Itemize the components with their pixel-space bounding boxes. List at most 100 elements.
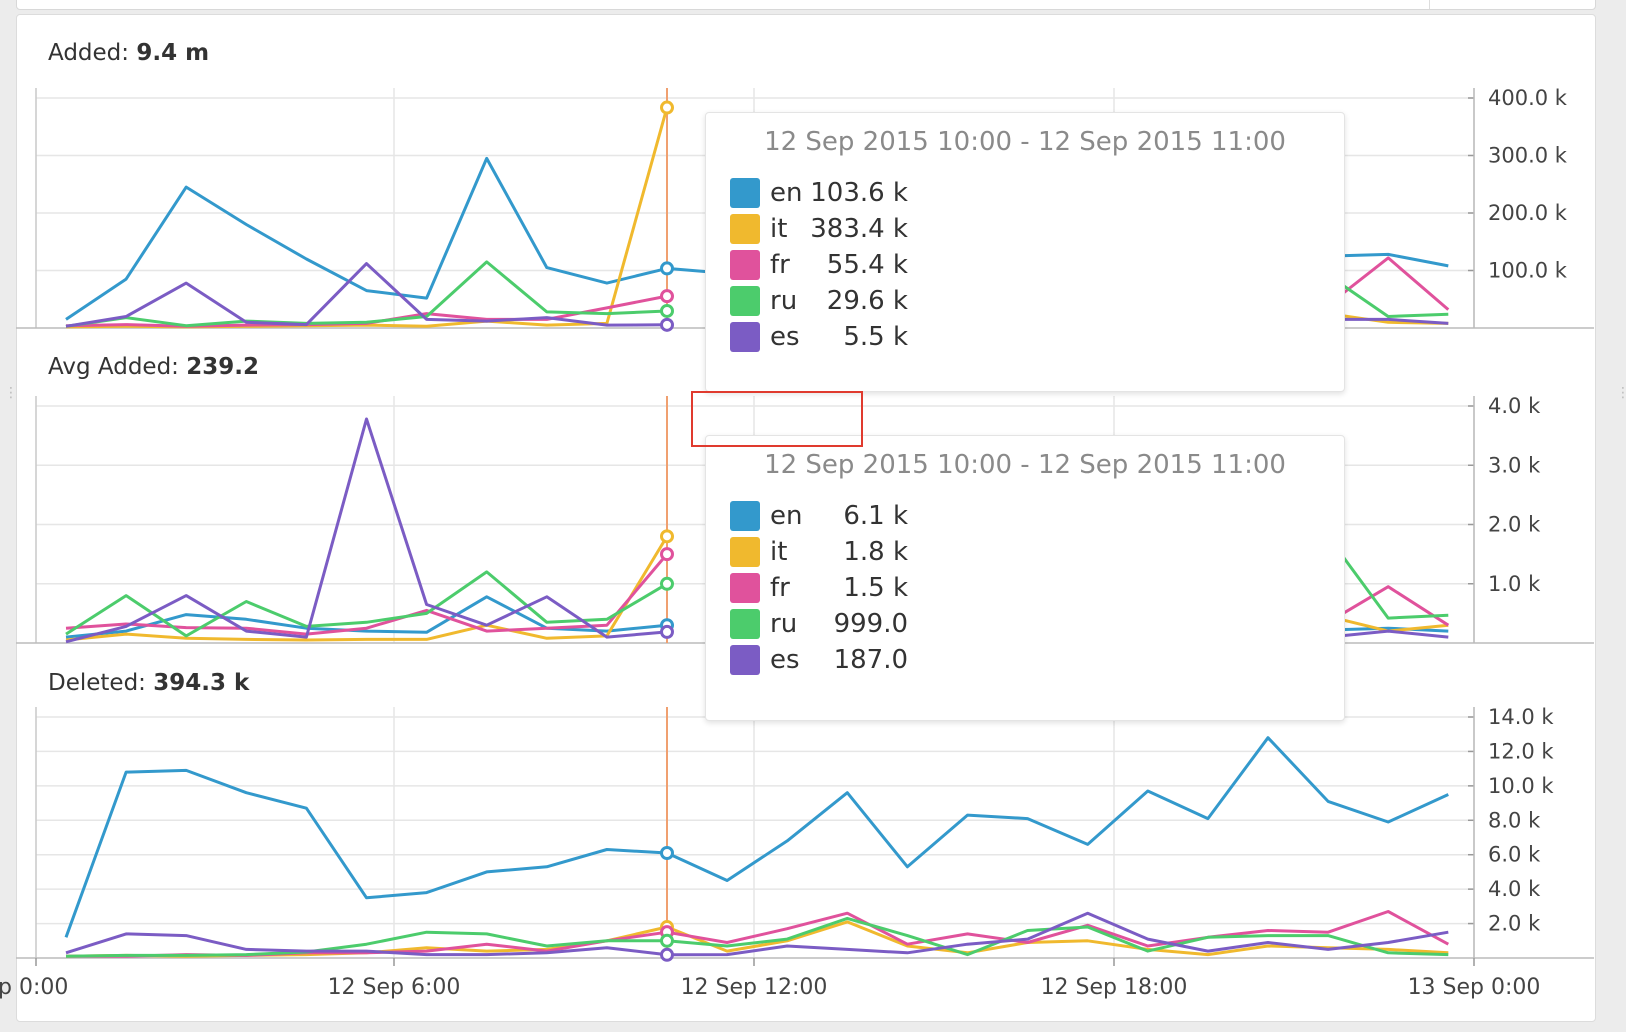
legend-swatch bbox=[730, 214, 760, 244]
x-tick-label: p 0:00 bbox=[0, 975, 68, 1000]
y-tick-label: 12.0 k bbox=[1488, 739, 1554, 763]
tooltip-value: 103.6 k bbox=[810, 178, 908, 208]
tooltip-value: 29.6 k bbox=[826, 286, 908, 316]
hover-point-ru bbox=[660, 933, 674, 948]
tooltip-value: 1.8 k bbox=[843, 537, 908, 567]
tooltip-value: 999.0 bbox=[833, 609, 908, 639]
x-tick-label: 12 Sep 18:00 bbox=[1041, 975, 1188, 1000]
y-tick-label: 2.0 k bbox=[1488, 513, 1541, 537]
y-tick-label: 4.0 k bbox=[1488, 394, 1541, 418]
tooltip-lang: en bbox=[770, 501, 803, 531]
series-line-fr bbox=[1327, 585, 1450, 627]
hover-point-it bbox=[660, 529, 674, 544]
hover-point-es bbox=[660, 947, 674, 962]
legend-swatch bbox=[730, 250, 760, 280]
series-line-en bbox=[65, 156, 728, 321]
chart-total: 9.4 m bbox=[136, 40, 209, 66]
tooltip-value: 1.5 k bbox=[843, 573, 908, 603]
series-line-es bbox=[65, 417, 668, 644]
tooltip-lang: it bbox=[770, 537, 788, 567]
y-tick-label: 1.0 k bbox=[1488, 572, 1541, 596]
hover-point-ru bbox=[660, 576, 674, 591]
series-line-ru bbox=[65, 260, 668, 328]
tooltip-lang: fr bbox=[770, 250, 790, 280]
x-tick-label: 12 Sep 12:00 bbox=[681, 975, 828, 1000]
legend-swatch bbox=[730, 322, 760, 352]
hover-point-fr bbox=[660, 289, 674, 304]
chart-total: 239.2 bbox=[186, 354, 259, 380]
tooltip-added: 12 Sep 2015 10:00 - 12 Sep 2015 11:00 en… bbox=[705, 112, 1345, 392]
legend-swatch bbox=[730, 537, 760, 567]
top-panel-divider bbox=[1429, 0, 1430, 9]
tooltip-row-it: it 383.4 k bbox=[706, 211, 1344, 247]
tooltip-value: 187.0 bbox=[833, 645, 908, 675]
series-line-ru bbox=[65, 570, 668, 638]
x-tick-label: 13 Sep 0:00 bbox=[1408, 975, 1541, 1000]
tooltip-row-ru: ru 999.0 bbox=[706, 606, 1344, 642]
hover-point-fr bbox=[660, 547, 674, 562]
tooltip-row-fr: fr 55.4 k bbox=[706, 247, 1344, 283]
hover-point-ru bbox=[660, 303, 674, 318]
tooltip-lang: fr bbox=[770, 573, 790, 603]
y-tick-label: 6.0 k bbox=[1488, 843, 1541, 867]
y-tick-label: 4.0 k bbox=[1488, 877, 1541, 901]
legend-swatch bbox=[730, 286, 760, 316]
series-line-es bbox=[1328, 317, 1449, 325]
chart-title: Added: 9.4 m bbox=[48, 40, 209, 66]
legend-swatch bbox=[730, 573, 760, 603]
chart-title: Avg Added: 239.2 bbox=[48, 354, 259, 380]
series-line-it bbox=[65, 535, 669, 642]
tooltip-header: 12 Sep 2015 10:00 - 12 Sep 2015 11:00 bbox=[764, 127, 1286, 157]
series-line-es bbox=[1327, 629, 1449, 639]
hover-point-en bbox=[660, 845, 674, 860]
tooltip-lang: en bbox=[770, 178, 803, 208]
y-tick-label: 10.0 k bbox=[1488, 774, 1554, 798]
tooltip-rows: en 103.6 k it 383.4 k fr 55.4 k ru 29.6 k es 5.5 … bbox=[706, 175, 1344, 355]
hover-point-en bbox=[660, 261, 674, 276]
y-tick-label: 100.0 k bbox=[1488, 259, 1568, 283]
tooltip-rows: en 6.1 k it 1.8 k fr 1.5 k ru 999.0 es 187.0 bbox=[706, 498, 1344, 678]
highlight-box bbox=[691, 391, 863, 447]
legend-swatch bbox=[730, 645, 760, 675]
tooltip-value: 55.4 k bbox=[826, 250, 908, 280]
series-line-en bbox=[1328, 252, 1449, 268]
tooltip-row-fr: fr 1.5 k bbox=[706, 570, 1344, 606]
series-line-es bbox=[65, 911, 1449, 957]
y-tick-label: 400.0 k bbox=[1488, 86, 1568, 110]
legend-swatch bbox=[730, 178, 760, 208]
tooltip-lang: ru bbox=[770, 286, 798, 316]
tooltip-lang: es bbox=[770, 322, 800, 352]
series-line-ru bbox=[1327, 273, 1449, 318]
hover-point-es bbox=[660, 317, 674, 332]
tooltip-row-es: es 5.5 k bbox=[706, 319, 1344, 355]
series-line-ru bbox=[1326, 535, 1449, 620]
y-tick-label: 2.0 k bbox=[1488, 912, 1541, 936]
series-line-fr bbox=[1327, 256, 1450, 311]
tooltip-row-es: es 187.0 bbox=[706, 642, 1344, 678]
tooltip-value: 6.1 k bbox=[843, 501, 908, 531]
tooltip-header: 12 Sep 2015 10:00 - 12 Sep 2015 11:00 bbox=[764, 450, 1286, 480]
hover-point-it bbox=[660, 100, 674, 115]
series-line-en bbox=[64, 736, 1449, 938]
legend-swatch bbox=[730, 501, 760, 531]
series-line-fr bbox=[65, 553, 669, 636]
series-line-es bbox=[65, 262, 668, 328]
tooltip-row-ru: ru 29.6 k bbox=[706, 283, 1344, 319]
tooltip-row-en: en 6.1 k bbox=[706, 498, 1344, 534]
tooltip-avg-added: 12 Sep 2015 10:00 - 12 Sep 2015 11:00 en… bbox=[705, 435, 1345, 721]
tooltip-lang: es bbox=[770, 645, 800, 675]
tooltip-value: 383.4 k bbox=[810, 214, 908, 244]
chart-total: 394.3 k bbox=[153, 670, 250, 696]
hover-point-es bbox=[660, 624, 674, 639]
tooltip-row-en: en 103.6 k bbox=[706, 175, 1344, 211]
series-line-en bbox=[65, 595, 668, 639]
legend-swatch bbox=[730, 609, 760, 639]
series-line-ru bbox=[65, 916, 1449, 958]
y-tick-label: 3.0 k bbox=[1488, 453, 1541, 477]
y-tick-label: 8.0 k bbox=[1488, 808, 1541, 832]
series-line-it bbox=[65, 107, 669, 329]
top-panel-edge bbox=[16, 0, 1596, 10]
x-tick-label: 12 Sep 6:00 bbox=[328, 975, 461, 1000]
chart-title: Deleted: 394.3 k bbox=[48, 670, 250, 696]
y-tick-label: 14.0 k bbox=[1488, 705, 1554, 729]
